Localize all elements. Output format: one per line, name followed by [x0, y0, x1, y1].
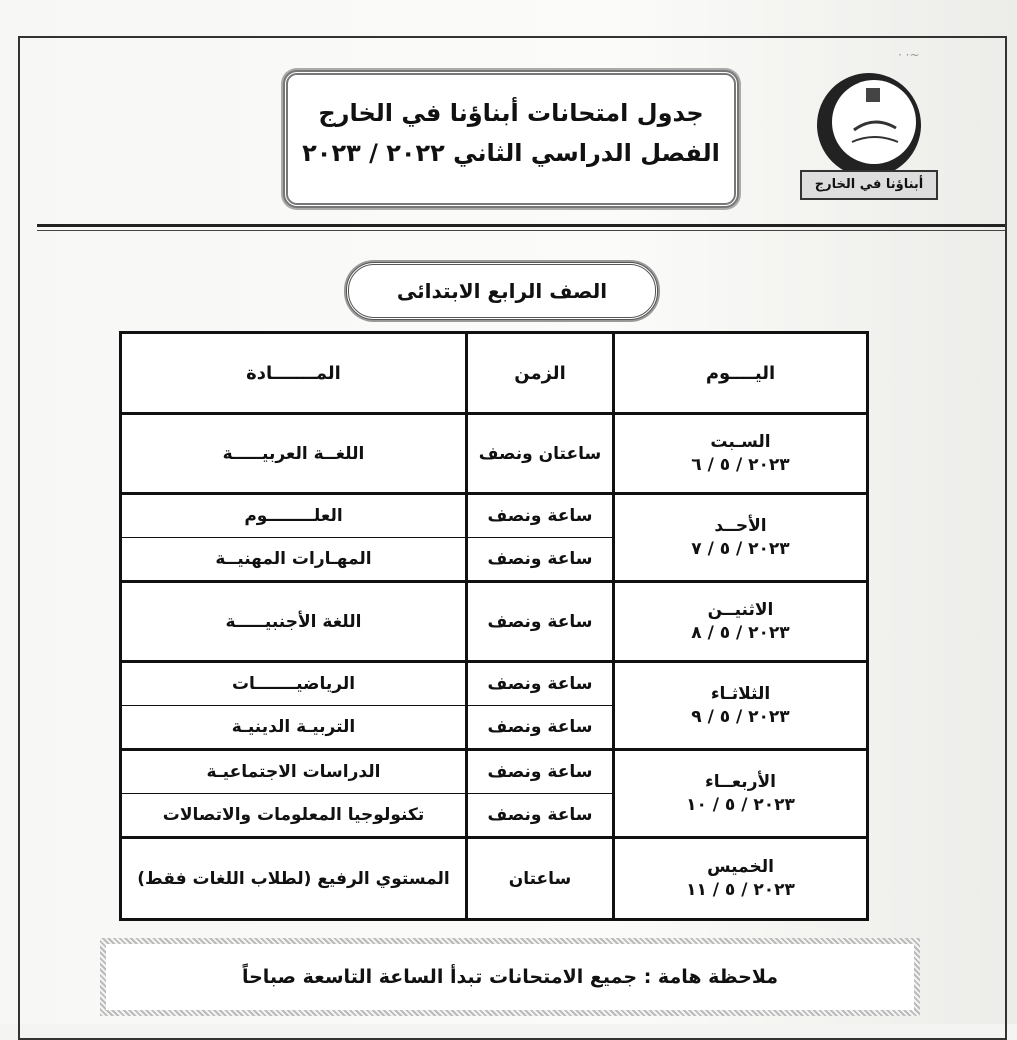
time-cell: ساعة ونصف — [465, 660, 615, 706]
header-time: الزمن — [465, 331, 615, 415]
page-subtitle: الفصل الدراسي الثاني ٢٠٢٢ / ٢٠٢٣ — [302, 139, 720, 167]
day-name: الأحــد — [714, 515, 767, 536]
date: ٢٠٢٣ / ٥ / ٨ — [691, 622, 790, 643]
time-cell: ساعتان — [465, 836, 615, 921]
logo-label: أبناؤنا في الخارج — [800, 170, 938, 200]
table-row: الخميس ٢٠٢٣ / ٥ / ١١ ساعتان المستوي الرفي… — [119, 836, 869, 921]
time-cell: ساعة ونصف — [465, 793, 615, 839]
divider — [37, 224, 1005, 227]
day-cell: السـبت ٢٠٢٣ / ٥ / ٦ — [612, 412, 869, 495]
day-cell: الأربعــاء ٢٠٢٣ / ٥ / ١٠ — [612, 748, 869, 839]
day-name: الأربعــاء — [705, 771, 776, 792]
date: ٢٠٢٣ / ٥ / ٩ — [691, 706, 790, 727]
subject-cell: المستوي الرفيع (لطلاب اللغات فقط) — [119, 836, 468, 921]
table-row: الاثنيــن ٢٠٢٣ / ٥ / ٨ ساعة ونصف اللغة ال… — [119, 580, 869, 663]
header-subject: المـــــــادة — [119, 331, 468, 415]
day-cell: الاثنيــن ٢٠٢٣ / ٥ / ٨ — [612, 580, 869, 663]
table-row: الأحــد ٢٠٢٣ / ٥ / ٧ ساعة ونصف العلــــــ… — [119, 492, 869, 583]
ministry-logo-icon — [817, 73, 921, 177]
subject-cell: تكنولوجيا المعلومات والاتصالات — [119, 793, 468, 839]
subject-cell: اللغة الأجنبيـــــة — [119, 580, 468, 663]
time-cell: ساعة ونصف — [465, 705, 615, 751]
day-cell: الثلاثـاء ٢٠٢٣ / ٥ / ٩ — [612, 660, 869, 751]
table-row: ساعة ونصف تكنولوجيا المعلومات والاتصالات — [119, 793, 868, 839]
table-row: ساعة ونصف التربيـة الدينيـة — [119, 705, 868, 751]
subject-cell: المهـارات المهنيــة — [119, 537, 468, 583]
date: ٢٠٢٣ / ٥ / ٦ — [691, 454, 790, 475]
time-cell: ساعتان ونصف — [465, 412, 615, 495]
day-name: السـبت — [710, 431, 771, 452]
time-cell: ساعة ونصف — [465, 492, 615, 538]
important-note: ملاحظة هامة : جميع الامتحانات تبدأ الساع… — [100, 938, 920, 1016]
day-name: الثلاثـاء — [710, 683, 771, 704]
divider — [37, 230, 1005, 231]
day-cell: الخميس ٢٠٢٣ / ٥ / ١١ — [612, 836, 869, 921]
subject-cell: الدراسات الاجتماعيـة — [119, 748, 468, 794]
subject-cell: التربيـة الدينيـة — [119, 705, 468, 751]
table-row: الأربعــاء ٢٠٢٣ / ٥ / ١٠ ساعة ونصف الدراس… — [119, 748, 869, 839]
header-day: اليــــوم — [612, 331, 869, 415]
exam-schedule-table: اليــــوم الزمن المـــــــادة السـبت ٢٠٢٣… — [119, 331, 869, 921]
page-title: جدول امتحانات أبناؤنا في الخارج — [318, 99, 704, 127]
grade-label: الصف الرابع الابتدائى — [346, 262, 658, 320]
date: ٢٠٢٣ / ٥ / ٧ — [691, 538, 790, 559]
time-cell: ساعة ونصف — [465, 748, 615, 794]
day-name: الخميس — [707, 856, 774, 877]
table-row: الثلاثـاء ٢٠٢٣ / ٥ / ٩ ساعة ونصف الرياضيـ… — [119, 660, 869, 751]
scan-smudge: · ·~ — [898, 48, 920, 62]
table-row: السـبت ٢٠٢٣ / ٥ / ٦ ساعتان ونصف اللغــة ا… — [119, 412, 869, 495]
time-cell: ساعة ونصف — [465, 537, 615, 583]
date: ٢٠٢٣ / ٥ / ١١ — [686, 879, 795, 900]
table-header-row: اليــــوم الزمن المـــــــادة — [119, 331, 869, 415]
subject-cell: الرياضيـــــــات — [119, 660, 468, 706]
date: ٢٠٢٣ / ٥ / ١٠ — [686, 794, 795, 815]
day-name: الاثنيــن — [707, 599, 774, 620]
title-box: جدول امتحانات أبناؤنا في الخارج الفصل ال… — [283, 70, 739, 208]
subject-cell: العلــــــــوم — [119, 492, 468, 538]
day-cell: الأحــد ٢٠٢٣ / ٥ / ٧ — [612, 492, 869, 583]
subject-cell: اللغــة العربيـــــة — [119, 412, 468, 495]
table-row: ساعة ونصف المهـارات المهنيــة — [119, 537, 868, 583]
time-cell: ساعة ونصف — [465, 580, 615, 663]
